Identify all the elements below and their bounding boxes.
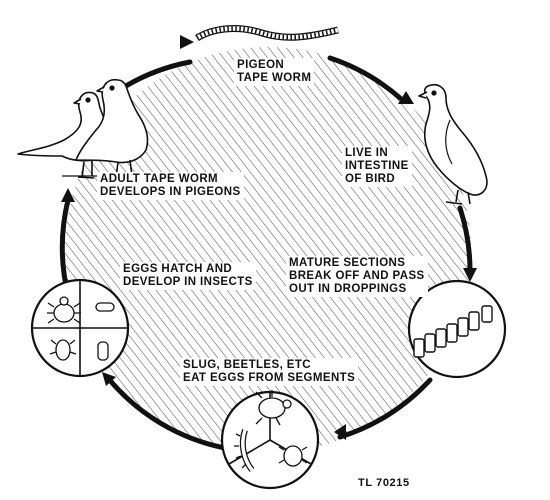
arrow-head-right	[463, 268, 477, 282]
label-slug-beetles: SLUG, BEETLES, ETC EAT EGGS FROM SEGMENT…	[180, 358, 359, 386]
arrow-head-upper-right	[398, 91, 414, 104]
label-eggs-hatch: EGGS HATCH AND DEVELOP IN INSECTS	[120, 262, 256, 290]
tape-worm-illustration	[195, 25, 339, 42]
arrow-head-bottom-right	[334, 424, 346, 440]
eating-eggs-inset	[220, 390, 320, 490]
arrow-head-left	[61, 188, 75, 202]
larva-icon	[95, 302, 115, 312]
beetle-icon-round	[278, 445, 308, 467]
figure-code: TL 70215	[358, 477, 410, 489]
arrow-head-top	[180, 35, 194, 49]
arrow-head-bottom-left	[102, 372, 116, 386]
cycle-arrows	[61, 35, 477, 440]
label-adult-tape-worm: ADULT TAPE WORM DEVELOPS IN PIGEONS	[97, 172, 244, 200]
beetle-icon-bottom	[255, 390, 292, 426]
mature-sections-inset	[407, 279, 507, 379]
label-pigeon-tape-worm: PIGEON TAPE WORM	[234, 58, 315, 86]
insect-development-inset	[30, 278, 130, 378]
beetle-icon-small	[49, 339, 77, 361]
pupa-icon	[97, 341, 109, 361]
label-live-in-intestine: LIVE IN INTESTINE OF BIRD	[342, 146, 412, 187]
centipede-icon	[234, 429, 255, 472]
worm-segments	[413, 305, 493, 358]
beetle-icon	[47, 296, 81, 324]
cycle-ring	[59, 55, 473, 451]
pigeon-right-illustration	[418, 83, 488, 205]
pigeons-illustration	[17, 78, 150, 180]
label-mature-sections: MATURE SECTIONS BREAK OFF AND PASS OUT I…	[286, 256, 428, 297]
